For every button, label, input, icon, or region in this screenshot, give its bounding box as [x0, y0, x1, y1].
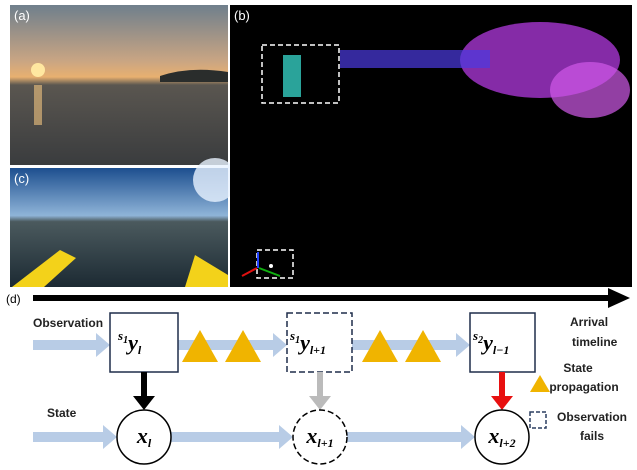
panel-label: (c)	[14, 171, 29, 186]
main: x	[305, 423, 317, 448]
legend-label: Observation	[557, 410, 627, 424]
timeline-head	[608, 288, 630, 308]
main: x	[136, 423, 148, 448]
arrow-head	[133, 396, 155, 410]
timeline-label: Arrival	[570, 315, 608, 329]
timeline-label: timeline	[572, 335, 618, 349]
panel-label: (d)	[6, 292, 21, 306]
reflection	[34, 85, 42, 125]
row-label: Observation	[33, 316, 103, 330]
arrow-head	[491, 396, 513, 410]
legend-label: propagation	[549, 380, 618, 394]
sub: l+1	[317, 436, 333, 450]
arrow-head	[309, 396, 331, 410]
points	[283, 55, 301, 97]
legend-fails	[530, 412, 546, 428]
photo-a	[10, 5, 228, 165]
sub: l+1	[310, 343, 326, 357]
legend-label: State	[563, 361, 593, 375]
sun	[31, 63, 45, 77]
legend-label: fails	[580, 429, 604, 443]
origin	[269, 264, 273, 268]
points	[340, 50, 490, 68]
panel-label: (a)	[14, 8, 30, 23]
main: x	[487, 423, 499, 448]
row-label: State	[47, 406, 77, 420]
points	[550, 62, 630, 118]
sub: l+2	[499, 436, 515, 450]
figure: (a) (c) (b) (d) Observation State Arriva…	[0, 0, 637, 470]
sub: l−1	[493, 343, 510, 357]
panel-label: (b)	[234, 8, 250, 23]
